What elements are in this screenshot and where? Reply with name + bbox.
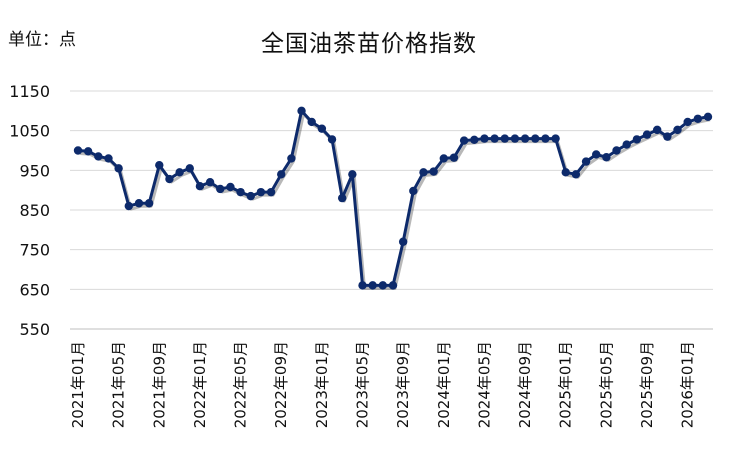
series-line — [76, 109, 710, 287]
data-point — [622, 140, 631, 149]
series-line-shadow — [79, 112, 711, 290]
data-point — [500, 134, 509, 143]
data-point — [226, 182, 235, 192]
data-point — [693, 114, 703, 123]
y-tick-label: 850 — [19, 201, 50, 220]
x-tick-label: 2021年09月 — [150, 341, 168, 428]
data-point — [277, 170, 286, 179]
data-point — [581, 157, 591, 166]
data-point — [632, 135, 642, 144]
data-point — [337, 193, 347, 203]
data-point — [520, 134, 530, 143]
data-point — [571, 170, 581, 179]
data-point — [368, 281, 377, 290]
data-point — [419, 168, 428, 177]
data-point — [327, 135, 337, 144]
data-point — [490, 134, 499, 143]
data-point — [429, 167, 438, 176]
data-point — [83, 147, 93, 156]
data-point — [459, 136, 469, 145]
x-tick-label: 2022年09月 — [272, 341, 290, 428]
data-point — [256, 187, 266, 197]
x-axis-ticks: 2021年01月 2021年05月 2021年09月 2022年01月 2022年05月… — [69, 341, 697, 428]
data-point — [612, 146, 621, 155]
x-tick-label: 2023年05月 — [354, 341, 372, 428]
x-tick-label: 2024年09月 — [516, 341, 534, 428]
data-point — [510, 134, 520, 143]
data-point — [216, 184, 225, 194]
x-tick-label: 2021年05月 — [110, 341, 128, 428]
x-tick-label: 2024年05月 — [475, 341, 493, 428]
y-tick-label: 950 — [19, 161, 50, 180]
data-point — [358, 281, 367, 290]
y-tick-label: 650 — [19, 280, 50, 299]
data-point — [409, 186, 418, 196]
data-point — [155, 160, 164, 170]
x-tick-label: 2022年01月 — [191, 341, 209, 428]
y-tick-label: 550 — [19, 320, 50, 339]
x-tick-label: 2025年09月 — [638, 341, 656, 428]
x-tick-label: 2023年01月 — [313, 341, 331, 428]
data-point — [602, 153, 611, 162]
data-point — [104, 154, 113, 163]
data-point — [287, 154, 296, 163]
x-tick-label: 2025年05月 — [597, 341, 615, 428]
data-point — [531, 134, 540, 143]
data-point — [94, 152, 103, 161]
data-point — [185, 164, 194, 173]
data-point — [398, 237, 408, 246]
data-point — [439, 154, 449, 163]
data-point — [205, 178, 215, 187]
data-point — [73, 146, 83, 155]
data-point — [266, 187, 276, 197]
data-point — [561, 168, 570, 177]
data-point — [480, 134, 489, 143]
data-point — [470, 135, 479, 144]
data-point — [541, 134, 550, 143]
data-point — [297, 106, 306, 116]
data-point — [165, 174, 174, 184]
x-tick-label: 2022年05月 — [232, 341, 250, 428]
data-point — [124, 201, 134, 211]
y-axis-ticks: 550 650 750 850 950 1050 1150 — [9, 82, 50, 339]
data-point — [449, 153, 459, 162]
data-point — [307, 117, 316, 127]
data-point — [683, 117, 692, 127]
data-point — [703, 112, 713, 121]
chart-title: 全国油茶苗价格指数 — [261, 31, 477, 57]
data-point — [378, 281, 388, 290]
data-point — [642, 130, 652, 139]
data-point — [175, 168, 184, 177]
data-point — [551, 134, 560, 143]
x-tick-label: 2023年09月 — [394, 341, 412, 428]
x-tick-label: 2025年01月 — [557, 341, 575, 428]
y-tick-label: 1050 — [9, 122, 50, 141]
data-point — [236, 187, 245, 197]
data-point — [114, 164, 123, 173]
x-tick-label: 2021年01月 — [69, 341, 87, 428]
data-point — [134, 199, 144, 208]
series-group — [73, 106, 713, 290]
y-tick-label: 1150 — [9, 82, 50, 101]
x-tick-label: 2026年01月 — [679, 341, 697, 428]
data-point — [144, 199, 154, 208]
unit-label: 单位：点 — [8, 30, 76, 50]
data-point — [663, 132, 672, 141]
data-point — [673, 125, 682, 135]
data-point — [317, 124, 327, 133]
data-point — [592, 150, 601, 159]
x-tick-label: 2024年01月 — [435, 341, 453, 428]
data-point — [388, 281, 398, 290]
y-tick-label: 750 — [19, 241, 50, 260]
data-point — [246, 191, 255, 201]
data-point — [348, 170, 357, 179]
gridlines — [70, 90, 713, 290]
data-point — [652, 125, 662, 135]
data-point — [195, 182, 205, 191]
